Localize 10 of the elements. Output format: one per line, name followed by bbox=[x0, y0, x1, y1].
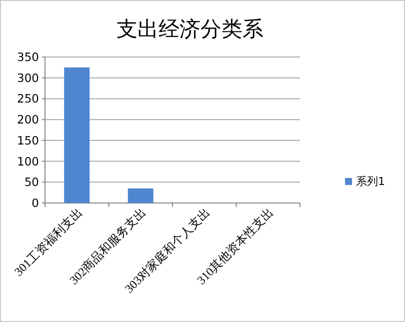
y-tick-label: 0 bbox=[32, 196, 39, 210]
y-tick-label: 300 bbox=[17, 70, 39, 85]
y-tick-label: 350 bbox=[17, 50, 39, 64]
y-tick-label: 50 bbox=[24, 175, 39, 190]
y-tick-label: 250 bbox=[17, 92, 39, 106]
chart-title: 支出经济分类系 bbox=[116, 17, 264, 41]
y-tick-label: 150 bbox=[17, 133, 39, 148]
y-tick-label: 100 bbox=[17, 154, 39, 168]
legend-label: 系列1 bbox=[356, 175, 385, 188]
y-tick-label: 200 bbox=[17, 112, 39, 127]
